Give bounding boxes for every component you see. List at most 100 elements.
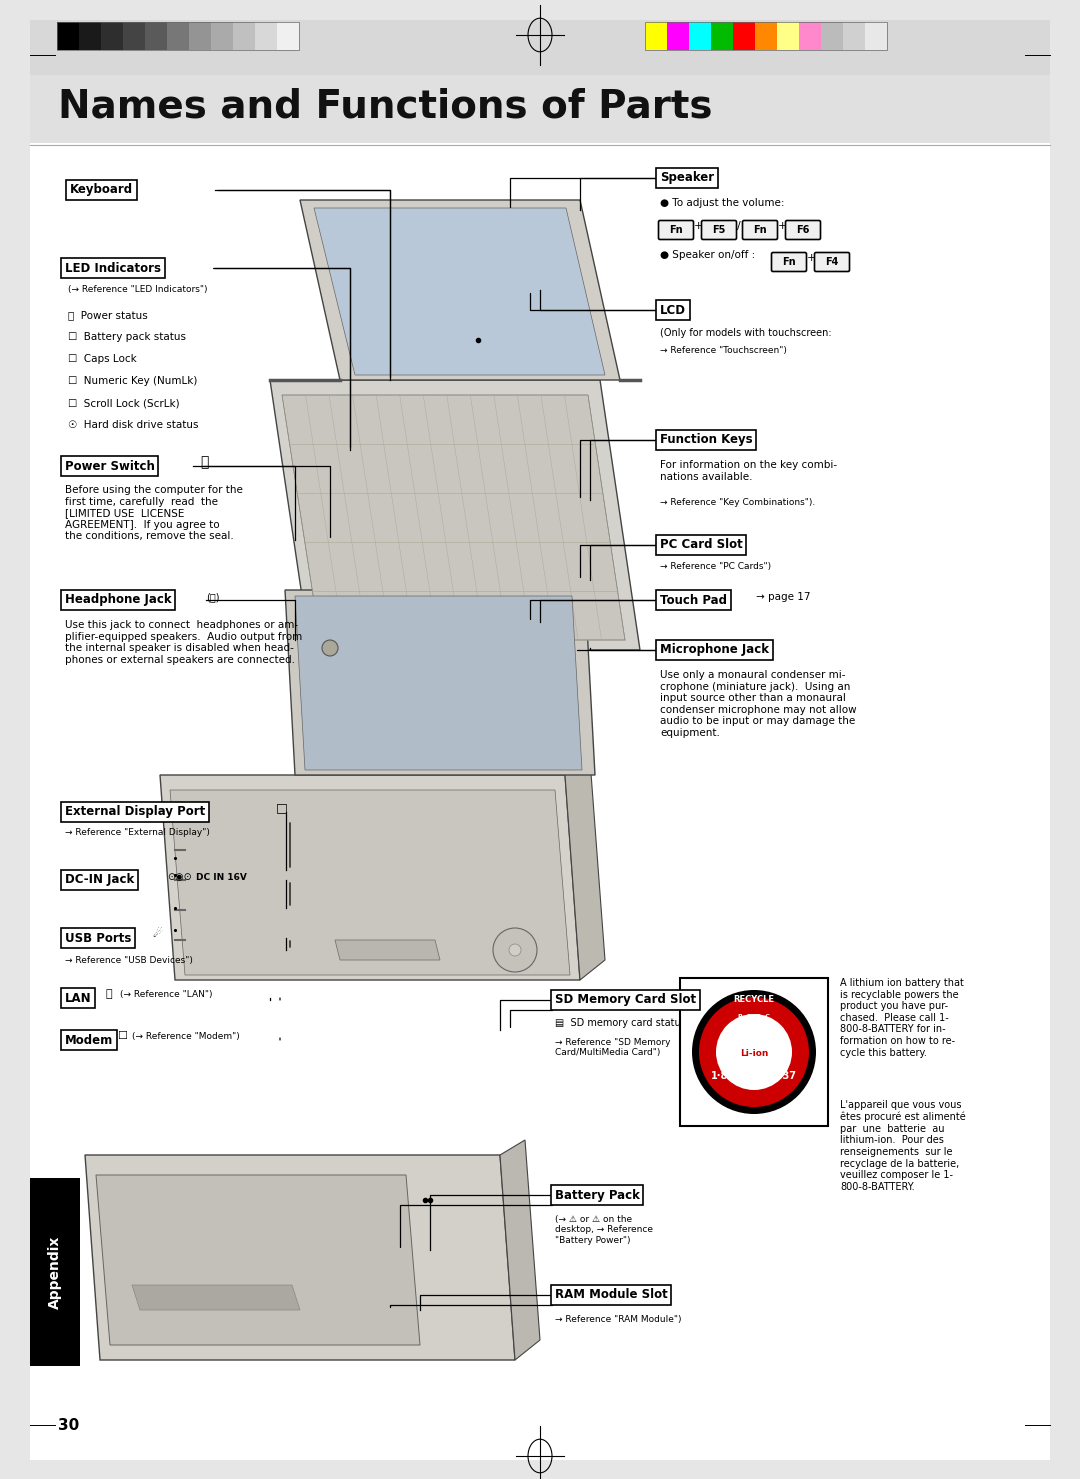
Bar — [755, 22, 777, 50]
Text: A lithium ion battery that
is recyclable powers the
product you have pur-
chased: A lithium ion battery that is recyclable… — [840, 978, 963, 1057]
Text: □: □ — [276, 802, 287, 815]
Text: Fn: Fn — [670, 225, 683, 235]
Text: Fn: Fn — [782, 257, 796, 268]
Text: L'appareil que vous vous
êtes procuré est alimenté
par  une  batterie  au
lithiu: L'appareil que vous vous êtes procuré es… — [840, 1100, 966, 1192]
Bar — [57, 22, 79, 50]
Text: Before using the computer for the
first time, carefully  read  the
[LIMITED USE : Before using the computer for the first … — [65, 485, 243, 541]
Bar — [233, 22, 255, 50]
Bar — [79, 22, 102, 50]
Text: Li-ion: Li-ion — [740, 1050, 768, 1059]
Polygon shape — [285, 590, 595, 775]
Polygon shape — [85, 1155, 515, 1361]
Text: → Reference "USB Devices"): → Reference "USB Devices") — [65, 955, 193, 964]
Bar — [211, 22, 233, 50]
Text: → Reference "External Display"): → Reference "External Display") — [65, 828, 210, 837]
Text: SD Memory Card Slot: SD Memory Card Slot — [555, 994, 697, 1007]
Text: ⊙◉⊙: ⊙◉⊙ — [167, 873, 192, 881]
Text: → Reference "PC Cards"): → Reference "PC Cards") — [660, 562, 771, 571]
Text: ☐  Numeric Key (NumLk): ☐ Numeric Key (NumLk) — [68, 376, 198, 386]
Text: /: / — [737, 220, 741, 231]
Text: ▤  SD memory card status: ▤ SD memory card status — [555, 1018, 686, 1028]
Bar — [645, 22, 887, 50]
Circle shape — [692, 989, 816, 1114]
Text: Appendix: Appendix — [48, 1235, 62, 1309]
Text: 30: 30 — [58, 1417, 79, 1433]
FancyBboxPatch shape — [702, 220, 737, 240]
FancyBboxPatch shape — [771, 253, 807, 272]
Text: Fn: Fn — [753, 225, 767, 235]
Polygon shape — [295, 596, 582, 771]
Text: +: + — [807, 253, 816, 263]
Circle shape — [699, 997, 809, 1106]
Circle shape — [509, 944, 521, 955]
Text: RECYCLE: RECYCLE — [733, 995, 774, 1004]
Text: Headphone Jack: Headphone Jack — [65, 593, 172, 606]
FancyBboxPatch shape — [659, 220, 693, 240]
Text: ⏻: ⏻ — [200, 456, 208, 469]
Circle shape — [492, 927, 537, 972]
Text: → Reference "RAM Module"): → Reference "RAM Module") — [555, 1315, 681, 1324]
Bar — [799, 22, 821, 50]
Text: PC Card Slot: PC Card Slot — [660, 538, 743, 552]
Polygon shape — [270, 380, 640, 649]
Bar — [733, 22, 755, 50]
Bar — [102, 22, 123, 50]
Text: (⧖): (⧖) — [206, 592, 219, 602]
Bar — [680, 978, 828, 1126]
Text: Function Keys: Function Keys — [660, 433, 753, 447]
Bar — [777, 22, 799, 50]
Text: Power Switch: Power Switch — [65, 460, 154, 472]
Text: R  B  R  C: R B R C — [738, 1013, 770, 1019]
Text: 1·800·822·8837: 1·800·822·8837 — [711, 1071, 797, 1081]
Polygon shape — [282, 395, 625, 640]
Polygon shape — [300, 200, 620, 380]
Text: → page 17: → page 17 — [756, 592, 810, 602]
Text: DC IN 16V: DC IN 16V — [195, 873, 247, 881]
Bar — [30, 21, 1050, 75]
Text: ● Speaker on/off :: ● Speaker on/off : — [660, 250, 755, 260]
Text: For information on the key combi-
nations available.: For information on the key combi- nation… — [660, 460, 837, 482]
Text: → Reference "Touchscreen"): → Reference "Touchscreen") — [660, 346, 787, 355]
Text: ☉  Hard disk drive status: ☉ Hard disk drive status — [68, 420, 199, 430]
Text: LAN: LAN — [65, 991, 92, 1004]
Bar — [821, 22, 843, 50]
Text: F4: F4 — [825, 257, 839, 268]
Circle shape — [322, 640, 338, 657]
Polygon shape — [160, 775, 580, 981]
Bar — [711, 22, 733, 50]
Polygon shape — [500, 1140, 540, 1361]
Circle shape — [716, 1015, 792, 1090]
Text: +: + — [694, 220, 703, 231]
Bar — [645, 22, 667, 50]
Text: (→ Reference "Modem"): (→ Reference "Modem") — [132, 1031, 240, 1041]
FancyBboxPatch shape — [814, 253, 850, 272]
Bar — [276, 22, 299, 50]
Text: ☄: ☄ — [152, 929, 162, 939]
Bar — [145, 22, 167, 50]
Text: ● To adjust the volume:: ● To adjust the volume: — [660, 198, 784, 209]
Text: (→ Reference "LED Indicators"): (→ Reference "LED Indicators") — [68, 285, 207, 294]
Text: ☐: ☐ — [117, 1031, 127, 1041]
Text: Battery Pack: Battery Pack — [555, 1189, 639, 1201]
Bar — [189, 22, 211, 50]
Bar — [123, 22, 145, 50]
Polygon shape — [170, 790, 570, 975]
Text: LCD: LCD — [660, 303, 686, 317]
Text: DC-IN Jack: DC-IN Jack — [65, 874, 134, 886]
Text: Touch Pad: Touch Pad — [660, 593, 727, 606]
Text: Use only a monaural condenser mi-
crophone (miniature jack).  Using an
input sou: Use only a monaural condenser mi- cropho… — [660, 670, 856, 738]
Bar — [689, 22, 711, 50]
Text: Keyboard: Keyboard — [70, 183, 133, 197]
Text: ☐  Battery pack status: ☐ Battery pack status — [68, 331, 186, 342]
Bar — [30, 1177, 80, 1367]
Text: → Reference "SD Memory
Card/MultiMedia Card"): → Reference "SD Memory Card/MultiMedia C… — [555, 1038, 671, 1057]
Text: (Only for models with touchscreen:: (Only for models with touchscreen: — [660, 328, 832, 339]
Text: USB Ports: USB Ports — [65, 932, 132, 945]
Bar — [57, 22, 299, 50]
Polygon shape — [335, 941, 440, 960]
Bar — [843, 22, 865, 50]
Text: +: + — [778, 220, 787, 231]
Text: F5: F5 — [713, 225, 726, 235]
Text: ☐  Caps Lock: ☐ Caps Lock — [68, 353, 137, 364]
FancyBboxPatch shape — [743, 220, 778, 240]
